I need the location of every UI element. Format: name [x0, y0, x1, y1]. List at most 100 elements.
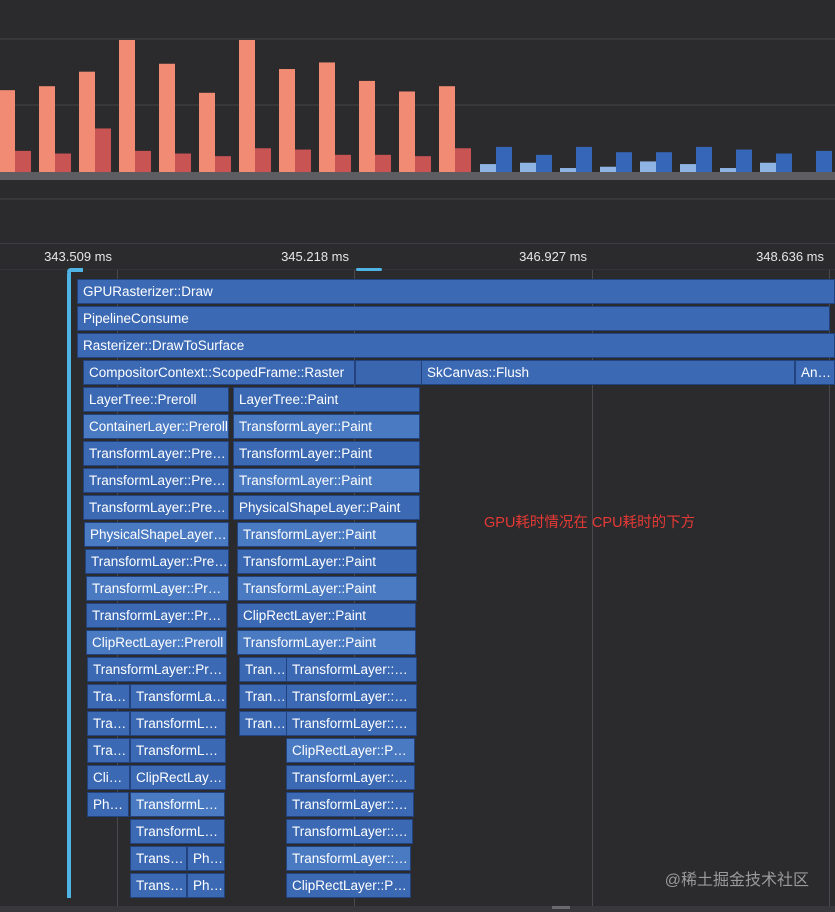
bar-cpu-secondary [295, 149, 311, 172]
trace-event-bar[interactable]: TransformLayer::Paint [286, 765, 415, 790]
bar-gpu-primary [816, 150, 832, 172]
trace-event-bar[interactable]: LayerTree::Preroll [83, 387, 229, 412]
bar-cpu-secondary [55, 153, 71, 172]
trace-event-bar[interactable]: ClipRectLayer::Paint [286, 873, 411, 898]
trace-event-bar[interactable]: TransformLayer::Paint [233, 414, 420, 439]
bar-gpu-primary [496, 146, 512, 172]
trace-event-bar[interactable]: TransformLayer::Preroll [83, 441, 229, 466]
bar-gpu-secondary [520, 162, 536, 172]
bar-cpu-secondary [415, 156, 431, 172]
trace-event-bar[interactable]: TransformLayer::Paint [237, 522, 417, 547]
bar-gpu-primary [696, 146, 712, 172]
bar-gpu-primary [656, 152, 672, 172]
bar-cpu-secondary [375, 154, 391, 172]
trace-event-bar[interactable] [355, 360, 422, 385]
bar-cpu-primary [239, 40, 255, 172]
time-gridline [592, 270, 593, 912]
trace-event-bar[interactable]: TransformLayer::Preroll [85, 549, 229, 574]
trace-event-bar[interactable]: TransformLayer::Preroll [130, 738, 226, 763]
selection-bracket[interactable] [67, 270, 71, 898]
trace-event-bar[interactable]: ClipRectLayer::Paint [237, 603, 416, 628]
selection-bracket-top [67, 268, 83, 272]
bar-cpu-secondary [455, 148, 471, 172]
trace-event-bar[interactable]: TransformLayer::Paint [286, 846, 411, 871]
bar-gpu-primary [736, 149, 752, 172]
bar-gpu-primary [616, 152, 632, 172]
trace-event-bar[interactable]: TransformLayer::Preroll [130, 711, 226, 736]
trace-event-bar[interactable]: TransformLayer::Paint [286, 684, 417, 709]
bar-cpu-primary [159, 63, 175, 173]
trace-event-bar[interactable]: LayerTree::Paint [233, 387, 420, 412]
bar-cpu-secondary [135, 150, 151, 172]
bar-gpu-secondary [560, 168, 576, 172]
bar-gpu-primary [576, 146, 592, 172]
ruler-tick-label: 346.927 ms [519, 249, 587, 264]
trace-event-bar[interactable]: TransformLayer::Paint [237, 630, 416, 655]
trace-event-bar[interactable]: TransformLayer::Paint [286, 711, 417, 736]
trace-event-bar[interactable]: TransformLayer::Preroll [87, 657, 227, 682]
trace-event-bar[interactable]: TransformLayer::Preroll [87, 738, 130, 763]
watermark: @稀土掘金技术社区 [664, 872, 809, 889]
bar-cpu-secondary [175, 153, 191, 172]
bar-cpu-secondary [255, 148, 271, 172]
trace-event-bar[interactable]: Rasterizer::DrawToSurface [77, 333, 835, 358]
scrollbar-thumb[interactable] [552, 906, 570, 909]
trace-event-bar[interactable]: TransformLayer::Paint [233, 468, 420, 493]
trace-event-bar[interactable]: TransformLayer::Paint [286, 819, 413, 844]
trace-event-bar[interactable]: TransformLayer::Preroll [86, 576, 229, 601]
trace-event-bar[interactable]: TransformLayer::Preroll [83, 468, 229, 493]
ruler-tick-label: 345.218 ms [281, 249, 349, 264]
trace-event-bar[interactable]: TransformLayer::Paint [233, 441, 420, 466]
trace-event-bar[interactable]: CompositorContext::ScopedFrame::Raster [83, 360, 355, 385]
annotation-text: GPU耗时情况在 CPU耗时的下方 [484, 515, 696, 531]
trace-event-bar[interactable]: TransformLayer::Paint [286, 792, 414, 817]
trace-event-bar[interactable]: ContainerLayer::Preroll [83, 414, 229, 439]
trace-event-bar[interactable]: PhysicalShapeLayer::Preroll [84, 522, 229, 547]
trace-event-bar[interactable]: TransformLayer::Preroll [87, 711, 130, 736]
trace-event-bar[interactable]: GPURasterizer::Draw [77, 279, 835, 304]
bar-cpu-secondary [15, 150, 31, 172]
trace-event-bar[interactable]: TransformLayer::Preroll [86, 603, 227, 628]
trace-event-bar[interactable]: SkCanvas::Flush [421, 360, 795, 385]
chart-baseline [0, 172, 835, 180]
bar-cpu-secondary [335, 154, 351, 172]
bar-cpu-primary [319, 62, 335, 172]
trace-event-bar[interactable]: TransformLayer::Preroll [130, 846, 187, 871]
bar-cpu-secondary [215, 156, 231, 172]
time-gridline [829, 270, 830, 912]
trace-event-bar[interactable]: ClipRectLayer::Paint [286, 738, 415, 763]
bar-gpu-secondary [600, 166, 616, 172]
bar-cpu-primary [119, 40, 135, 172]
trace-event-bar[interactable]: TransformLayer::Preroll [83, 495, 229, 520]
frame-timing-chart[interactable] [0, 0, 835, 244]
trace-event-bar[interactable]: TransformLayer::Preroll [130, 684, 227, 709]
horizontal-scrollbar[interactable] [0, 906, 835, 912]
bar-gpu-secondary [480, 164, 496, 172]
trace-event-bar[interactable]: TransformLayer::Preroll [130, 873, 187, 898]
trace-event-bar[interactable]: ClipRectLayer::Preroll [86, 630, 227, 655]
frame-bars-svg [0, 38, 835, 200]
trace-event-bar[interactable]: TransformLayer::Paint [237, 549, 417, 574]
bar-cpu-primary [199, 92, 215, 172]
trace-event-bar[interactable]: TransformLayer::Paint [239, 711, 287, 736]
trace-event-bar[interactable]: PhysicalShapeLayer::Preroll [187, 873, 225, 898]
trace-event-bar[interactable]: TransformLayer::Paint [239, 684, 287, 709]
trace-event-bar[interactable]: TransformLayer::Paint [239, 657, 287, 682]
trace-event-bar[interactable]: ClipRectLayer::Preroll [130, 765, 226, 790]
bar-cpu-primary [399, 91, 415, 172]
trace-event-bar[interactable]: Andro [795, 360, 835, 385]
ruler-tick-label: 348.636 ms [756, 249, 824, 264]
bar-cpu-primary [439, 86, 455, 172]
trace-event-bar[interactable]: PipelineConsume [77, 306, 830, 331]
flame-chart[interactable]: GPURasterizer::Draw PipelineConsume Raster… [0, 270, 835, 912]
trace-event-bar[interactable]: PhysicalShapeLayer::Paint [233, 495, 420, 520]
trace-event-bar[interactable]: TransformLayer::Preroll [130, 792, 225, 817]
trace-event-bar[interactable]: TransformLayer::Paint [237, 576, 417, 601]
trace-event-bar[interactable]: ClipRectLayer::Preroll [87, 765, 130, 790]
bar-cpu-primary [39, 86, 55, 172]
trace-event-bar[interactable]: TransformLayer::Preroll [87, 684, 130, 709]
trace-event-bar[interactable]: PhysicalShapeLayer::Preroll [187, 846, 225, 871]
trace-event-bar[interactable]: TransformLayer::Preroll [130, 819, 225, 844]
trace-event-bar[interactable]: TransformLayer::Paint [286, 657, 417, 682]
trace-event-bar[interactable]: PhysicalShapeLayer::Preroll [87, 792, 129, 817]
